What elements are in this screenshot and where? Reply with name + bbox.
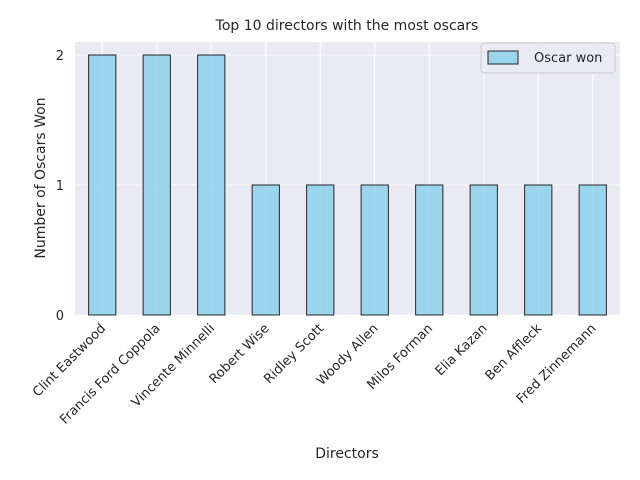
bars [88,54,607,316]
legend-label: Oscar won [534,51,602,66]
y-axis-label: Number of Oscars Won [33,97,49,258]
bar [524,184,553,316]
legend-swatch [487,50,519,65]
bar [360,184,389,316]
y-tick-label: 1 [56,179,64,194]
x-tick-label: Francis Ford Coppola [57,321,163,427]
chart-title: Top 10 directors with the most oscars [215,18,479,34]
bar [251,184,280,316]
x-axis-label: Directors [315,446,379,462]
y-tick-label: 2 [56,49,64,64]
legend: Oscar won [480,42,616,74]
bar [578,184,607,316]
bar [88,54,117,316]
bar [197,54,226,316]
x-tick-label: Elia Kazan [433,321,491,379]
bar [306,184,335,316]
y-tick-labels: 0 1 2 [56,49,64,324]
bar [469,184,498,316]
y-tick-label: 0 [56,309,64,324]
bar [142,54,171,316]
bar [415,184,444,316]
